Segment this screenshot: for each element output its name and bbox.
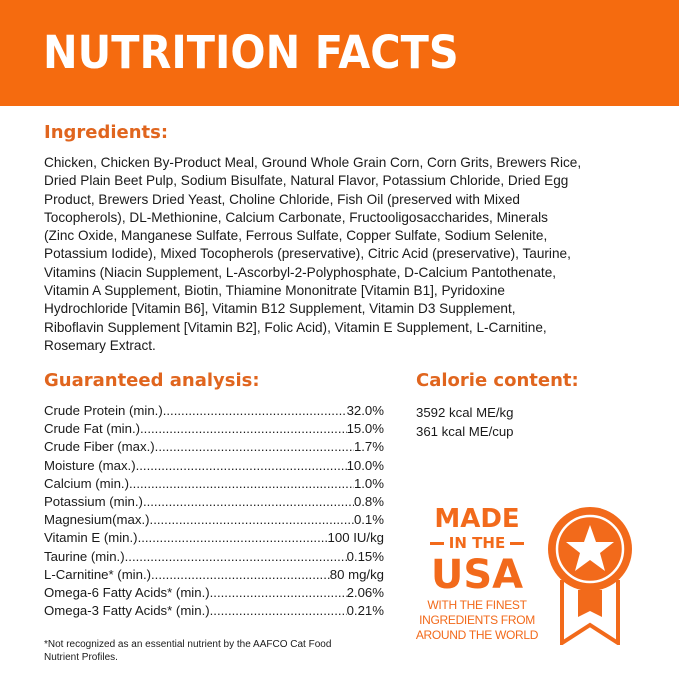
nutrient-label: L-Carnitine* (min.) xyxy=(44,566,151,582)
leader-dots xyxy=(150,511,354,529)
made-in-usa-badge: MADE IN THE USA WITH THE FINEST INGREDIE… xyxy=(412,504,542,643)
divider xyxy=(429,541,444,545)
ingredients-text: Chicken, Chicken By-Product Meal, Ground… xyxy=(44,154,674,355)
leader-dots xyxy=(140,420,347,438)
analysis-row: Crude Fiber (max.) 1.7% xyxy=(44,438,384,456)
leader-dots xyxy=(163,402,347,420)
badge-in-the: IN THE xyxy=(448,534,506,552)
footnote: *Not recognized as an essential nutrient… xyxy=(44,639,332,663)
ingredients-line: Tocopherols), DL-Methionine, Calcium Car… xyxy=(44,209,548,225)
nutrient-value: 80 mg/kg xyxy=(329,566,384,582)
nutrient-label: Omega-6 Fatty Acids* (min.) xyxy=(44,585,210,601)
nutrient-value: 15.0% xyxy=(346,421,384,437)
calorie-heading: Calorie content: xyxy=(416,370,579,391)
nutrient-label: Omega-3 Fatty Acids* (min.) xyxy=(44,603,210,619)
ingredients-line: Riboflavin Supplement [Vitamin B2], Foli… xyxy=(44,319,547,335)
badge-line: INGREDIENTS FROM xyxy=(419,613,535,627)
analysis-row: Omega-3 Fatty Acids* (min.) 0.21% xyxy=(44,602,384,620)
leader-dots xyxy=(210,602,347,620)
nutrient-label: Crude Protein (min.) xyxy=(44,403,163,418)
nutrient-label: Potassium (min.) xyxy=(44,494,143,510)
nutrient-value: 10.0% xyxy=(346,457,384,473)
nutrient-value: 2.06% xyxy=(346,585,384,601)
ingredients-line: (Zinc Oxide, Manganese Sulfate, Ferrous … xyxy=(44,228,548,244)
nutrient-value: 100 IU/kg xyxy=(327,530,384,546)
badge-made: MADE xyxy=(434,504,520,534)
analysis-row: L-Carnitine* (min.) 80 mg/kg xyxy=(44,566,384,584)
analysis-row: Potassium (min.) 0.8% xyxy=(44,493,384,511)
nutrient-value: 0.1% xyxy=(353,512,384,528)
header-banner: NUTRITION FACTS xyxy=(0,0,679,106)
calorie-content: 3592 kcal ME/kg 361 kcal ME/cup xyxy=(416,404,514,441)
nutrient-value: 0.21% xyxy=(346,603,384,619)
nutrient-value: 32.0% xyxy=(346,403,384,418)
leader-dots xyxy=(143,493,354,511)
nutrient-label: Moisture (max.) xyxy=(44,457,136,473)
analysis-row: Omega-6 Fatty Acids* (min.) 2.06% xyxy=(44,584,384,602)
leader-dots xyxy=(136,457,347,475)
ingredients-line: Vitamin A Supplement, Biotin, Thiamine M… xyxy=(44,283,505,299)
badge-usa: USA xyxy=(430,552,524,598)
nutrient-label: Vitamin E (min.) xyxy=(44,530,138,546)
ingredients-line: Rosemary Extract. xyxy=(44,337,156,353)
leader-dots xyxy=(210,584,347,602)
star-medal-icon xyxy=(548,507,632,645)
ingredients-line: Hydrochloride [Vitamin B6], Vitamin B12 … xyxy=(44,301,516,317)
guaranteed-analysis-list: Crude Protein (min.) 32.0% Crude Fat (min.… xyxy=(44,402,384,620)
analysis-row: Taurine (min.) 0.15% xyxy=(44,548,384,566)
leader-dots xyxy=(129,475,354,493)
analysis-row: Moisture (max.) 10.0% xyxy=(44,457,384,475)
leader-dots xyxy=(155,438,354,456)
nutrient-label: Crude Fat (min.) xyxy=(44,421,140,437)
nutrient-value: 0.8% xyxy=(353,494,384,510)
analysis-row: Crude Fat (min.) 15.0% xyxy=(44,420,384,438)
ingredients-line: Potassium Iodide), Mixed Tocopherols (pr… xyxy=(44,246,571,262)
nutrient-label: Crude Fiber (max.) xyxy=(44,439,155,455)
leader-dots xyxy=(151,566,330,584)
calorie-per-cup: 361 kcal ME/cup xyxy=(416,423,514,439)
badge-line: AROUND THE WORLD xyxy=(415,628,539,642)
leader-dots xyxy=(138,529,328,547)
leader-dots xyxy=(125,548,347,566)
analysis-row: Crude Protein (min.) 32.0% xyxy=(44,402,384,420)
nutrient-value: 1.0% xyxy=(353,475,384,491)
divider xyxy=(510,541,525,545)
nutrient-label: Calcium (min.) xyxy=(44,475,129,491)
nutrient-value: 0.15% xyxy=(346,548,384,564)
ingredients-line: Dried Plain Beet Pulp, Sodium Bisulfate,… xyxy=(44,173,569,189)
nutrient-label: Magnesium(max.) xyxy=(44,512,150,528)
ingredients-line: Product, Brewers Dried Yeast, Choline Ch… xyxy=(44,191,520,207)
nutrient-value: 1.7% xyxy=(353,439,384,455)
ingredients-line: Vitamins (Niacin Supplement, L-Ascorbyl-… xyxy=(44,264,557,280)
nutrient-label: Taurine (min.) xyxy=(44,548,125,564)
analysis-row: Magnesium(max.) 0.1% xyxy=(44,511,384,529)
analysis-row: Calcium (min.) 1.0% xyxy=(44,475,384,493)
ingredients-heading: Ingredients: xyxy=(44,122,169,143)
calorie-per-kg: 3592 kcal ME/kg xyxy=(416,405,514,420)
analysis-heading: Guaranteed analysis: xyxy=(44,370,260,391)
analysis-row: Vitamin E (min.) 100 IU/kg xyxy=(44,529,384,547)
badge-line: WITH THE FINEST xyxy=(427,598,527,612)
page-title: NUTRITION FACTS xyxy=(43,26,459,79)
ingredients-line: Chicken, Chicken By-Product Meal, Ground… xyxy=(44,155,582,170)
